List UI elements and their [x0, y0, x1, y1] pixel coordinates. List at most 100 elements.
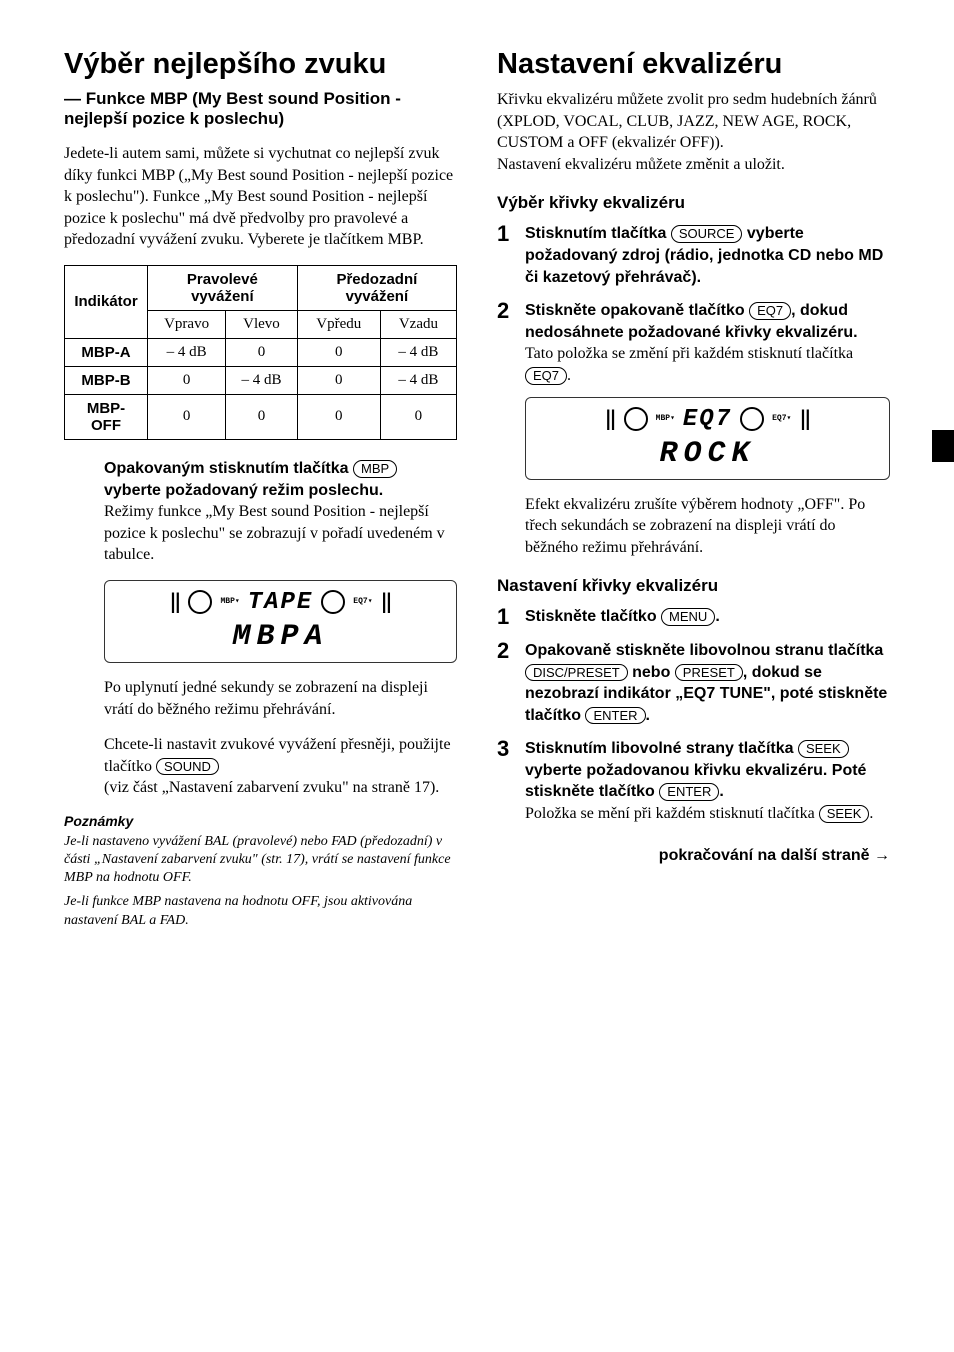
after-display-2: Chcete-li nastavit zvukové vyvážení přes… [104, 734, 457, 799]
left-heading: Výběr nejlepšího zvuku [64, 48, 457, 81]
step-1: Stisknutím tlačítka SOURCE vyberte požad… [497, 223, 890, 288]
s2-step-3: Stisknutím libovolné strany tlačítka SEE… [497, 738, 890, 824]
row-label-a: MBP-A [65, 338, 148, 366]
after-display-note: Efekt ekvalizéru zrušíte výběrem hodnoty… [525, 494, 890, 559]
knob-icon [624, 407, 648, 431]
t: . [646, 707, 650, 724]
row-label-b: MBP-B [65, 366, 148, 394]
cell: – 4 dB [380, 366, 456, 394]
cell: 0 [297, 366, 380, 394]
bars-icon: ‖ [169, 589, 180, 615]
left-intro: Jedete-li autem sami, můžete si vychutna… [64, 143, 457, 251]
right-column: Nastavení ekvalizéru Křivku ekvalizéru m… [497, 48, 890, 936]
t: Stisknutím tlačítka [525, 225, 671, 242]
mbp-indicator: MBP▾ [656, 415, 675, 423]
seek-button: SEEK [819, 805, 870, 823]
continue-next-page: pokračování na další straně → [497, 847, 890, 865]
mbp-indicator: MBP▾ [220, 598, 239, 606]
t: vyberte požadovaný režim poslechu. [104, 482, 383, 499]
enter-button: ENTER [659, 783, 719, 801]
seek-button: SEEK [798, 740, 849, 758]
cell: 0 [147, 366, 225, 394]
th-rear: Vzadu [380, 310, 456, 338]
t: Křivku ekvalizéru můžete zvolit pro sedm… [497, 91, 877, 151]
t: Stisknutím libovolné strany tlačítka [525, 740, 798, 757]
section1-steps: Stisknutím tlačítka SOURCE vyberte požad… [497, 223, 890, 558]
t: nebo [628, 664, 675, 681]
t: Opakovaným stisknutím tlačítka [104, 460, 353, 477]
knob-icon [740, 407, 764, 431]
cell: 0 [226, 394, 298, 439]
t: . [869, 805, 873, 822]
t: Opakovaně stiskněte libovolnou stranu tl… [525, 642, 883, 659]
section1-heading: Výběr křivky ekvalizéru [497, 193, 890, 213]
lcd-display: ‖ MBP▾ TAPE EQ7▾ ‖ MBPA [104, 580, 457, 663]
note-2: Je-li funkce MBP nastavena na hodnotu OF… [64, 893, 457, 929]
lcd-display: ‖ MBP▾ EQ7 EQ7▾ ‖ ROCK [525, 397, 890, 480]
right-intro: Křivku ekvalizéru můžete zvolit pro sedm… [497, 89, 890, 175]
cell: 0 [147, 394, 225, 439]
display-big: MBPA [115, 620, 446, 654]
t: (viz část „Nastavení zabarvení zvuku" na… [104, 779, 439, 796]
bars-icon: ‖ [605, 406, 616, 432]
notes-heading: Poznámky [64, 813, 457, 829]
left-subtitle: — Funkce MBP (My Best sound Position - n… [64, 89, 457, 129]
step-line: Stisknutím libovolné strany tlačítka SEE… [525, 738, 890, 803]
after-display-1: Po uplynutí jedné sekundy se zobrazení n… [104, 677, 457, 720]
right-heading: Nastavení ekvalizéru [497, 48, 890, 81]
left-column: Výběr nejlepšího zvuku — Funkce MBP (My … [64, 48, 457, 936]
th-right: Vpravo [147, 310, 225, 338]
t: Nastavení ekvalizéru můžete změnit a ulo… [497, 156, 785, 173]
cell: – 4 dB [226, 366, 298, 394]
enter-button: ENTER [585, 707, 645, 725]
t: Stiskněte opakovaně tlačítko [525, 302, 749, 319]
step-2: Stiskněte opakovaně tlačítko EQ7, dokud … [497, 300, 890, 558]
step-line: Stiskněte tlačítko MENU. [525, 606, 890, 628]
eq7-indicator: EQ7▾ [353, 598, 372, 606]
mbp-button: MBP [353, 460, 397, 478]
display-big: ROCK [536, 437, 879, 471]
th-indicator: Indikátor [65, 265, 148, 338]
menu-button: MENU [661, 608, 715, 626]
t: Položka se mění při každém stisknutí tla… [525, 805, 819, 822]
bars-icon: ‖ [799, 406, 810, 432]
t: . [567, 367, 571, 384]
t: . [715, 608, 719, 625]
knob-icon [321, 590, 345, 614]
section2-heading: Nastavení křivky ekvalizéru [497, 576, 890, 596]
disc-preset-button: DISC/PRESET [525, 664, 628, 682]
step-note: Tato položka se změní při každém stisknu… [525, 343, 890, 386]
eq7-button: EQ7 [749, 302, 791, 320]
cell: – 4 dB [147, 338, 225, 366]
page-container: Výběr nejlepšího zvuku — Funkce MBP (My … [64, 48, 890, 936]
cell: – 4 dB [380, 338, 456, 366]
step-line: Stisknutím tlačítka SOURCE vyberte požad… [525, 223, 890, 288]
display-word: EQ7 [683, 406, 732, 433]
display-word: TAPE [248, 589, 314, 616]
t: Tato položka se změní při každém stisknu… [525, 345, 853, 362]
instruction-note: Režimy funkce „My Best sound Position - … [104, 501, 457, 566]
cell: 0 [380, 394, 456, 439]
page-tab [932, 430, 954, 462]
section2-steps: Stiskněte tlačítko MENU. Opakovaně stisk… [497, 606, 890, 824]
left-instruction: Opakovaným stisknutím tlačítka MBP vyber… [64, 458, 457, 566]
th-fb: Předozadní vyvážení [297, 265, 456, 310]
preset-button: PRESET [675, 664, 743, 682]
t: . [719, 783, 723, 800]
eq7-indicator: EQ7▾ [772, 415, 791, 423]
th-left: Vlevo [226, 310, 298, 338]
note-1: Je-li nastaveno vyvážení BAL (pravolevé)… [64, 833, 457, 888]
instruction-line: Opakovaným stisknutím tlačítka MBP vyber… [104, 458, 457, 501]
th-front: Vpředu [297, 310, 380, 338]
th-lr: Pravolevé vyvážení [147, 265, 297, 310]
bars-icon: ‖ [381, 589, 392, 615]
sound-button: SOUND [156, 758, 219, 776]
row-label-off: MBP-OFF [65, 394, 148, 439]
left-display-wrap: ‖ MBP▾ TAPE EQ7▾ ‖ MBPA Po uplynutí jedn… [64, 580, 457, 799]
source-button: SOURCE [671, 225, 743, 243]
display-row1: ‖ MBP▾ TAPE EQ7▾ ‖ [115, 589, 446, 616]
display-row1: ‖ MBP▾ EQ7 EQ7▾ ‖ [536, 406, 879, 433]
s2-step-1: Stiskněte tlačítko MENU. [497, 606, 890, 628]
s2-step-2: Opakovaně stiskněte libovolnou stranu tl… [497, 640, 890, 726]
t: Stiskněte tlačítko [525, 608, 661, 625]
